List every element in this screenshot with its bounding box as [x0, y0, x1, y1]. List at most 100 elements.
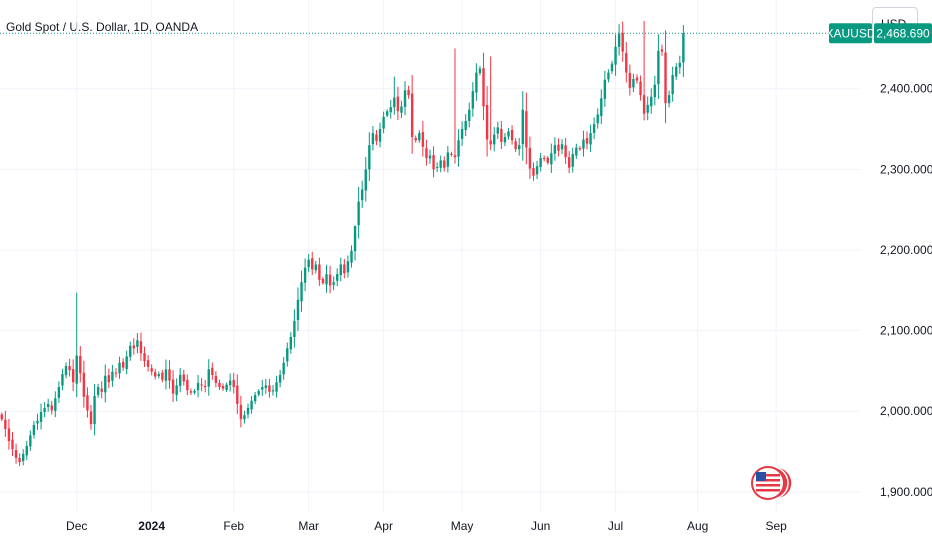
- candle-body: [218, 382, 221, 388]
- candle: [671, 66, 674, 102]
- candle: [521, 91, 524, 161]
- candle: [221, 383, 225, 392]
- candle: [39, 403, 43, 430]
- candle-body: [382, 116, 385, 129]
- candle-body: [532, 168, 535, 176]
- candle: [339, 257, 342, 282]
- candle-body: [639, 81, 642, 96]
- candle: [646, 96, 649, 121]
- candle-body: [578, 148, 582, 150]
- candle-body: [350, 250, 353, 263]
- candle-body: [328, 274, 332, 286]
- candle-body: [207, 369, 210, 387]
- candle-body: [553, 145, 557, 154]
- candle-body: [346, 261, 350, 273]
- candle-body: [107, 375, 111, 383]
- candle-body: [657, 50, 660, 85]
- candle: [460, 121, 464, 146]
- candle: [539, 153, 542, 172]
- candle-body: [489, 140, 492, 145]
- candle: [71, 359, 75, 391]
- time-axis: Dec 2024 Feb Mar Apr May Jun Jul Aug Sep: [66, 519, 787, 533]
- candle-body: [468, 109, 471, 121]
- candle-body: [253, 395, 257, 402]
- candle: [203, 380, 207, 393]
- candle: [257, 389, 260, 397]
- candle-body: [664, 52, 667, 104]
- candle: [482, 52, 485, 121]
- candle: [307, 254, 310, 273]
- candle-body: [610, 63, 614, 72]
- candle-body: [428, 155, 432, 159]
- candle-body: [82, 372, 86, 397]
- candle: [89, 404, 93, 430]
- candle-body: [585, 138, 589, 144]
- candle: [246, 403, 250, 419]
- candle: [111, 364, 114, 387]
- candle-body: [660, 49, 664, 52]
- symbol-label: XAUUSD: [825, 26, 875, 40]
- candle-body: [196, 382, 200, 391]
- candle: [171, 370, 175, 402]
- candle-body: [403, 90, 407, 107]
- candle-body: [150, 368, 153, 372]
- candle: [371, 126, 375, 151]
- candle: [578, 146, 582, 151]
- candle: [560, 139, 564, 155]
- candle: [357, 186, 360, 239]
- candle-body: [11, 439, 14, 450]
- candle: [589, 124, 592, 153]
- candle: [125, 350, 128, 375]
- candle: [332, 276, 335, 291]
- candle: [600, 89, 603, 125]
- candle-body: [250, 400, 253, 410]
- candle-body: [425, 148, 428, 159]
- candle-body: [389, 107, 392, 113]
- price-tick-label: 2,100.000: [880, 324, 932, 338]
- candle-body: [21, 453, 25, 462]
- candle-body: [228, 380, 232, 386]
- candle-body: [54, 398, 57, 411]
- candle-body: [168, 369, 171, 381]
- candle: [179, 367, 182, 393]
- candle-body: [485, 104, 489, 140]
- candle: [96, 383, 100, 398]
- candle-body: [500, 128, 503, 142]
- candle-body: [414, 138, 417, 141]
- candle-body: [617, 33, 621, 47]
- candle: [250, 395, 253, 414]
- candle: [196, 374, 200, 398]
- candle: [146, 355, 150, 372]
- candle-body: [646, 104, 649, 113]
- candle: [325, 264, 328, 293]
- candle-body: [560, 144, 564, 150]
- candle-body: [567, 157, 571, 168]
- candle: [493, 126, 496, 152]
- chart-grid: [0, 0, 860, 512]
- candle: [450, 151, 453, 157]
- price-tick-label: 2,200.000: [880, 243, 932, 257]
- candle: [336, 268, 339, 287]
- candle-body: [200, 384, 203, 386]
- candle-body: [118, 362, 121, 374]
- candle-body: [635, 77, 639, 81]
- candle-body: [264, 385, 268, 388]
- candle-body: [239, 404, 243, 420]
- candle: [79, 345, 82, 383]
- candle: [232, 372, 235, 394]
- candle: [535, 160, 539, 180]
- time-tick-label: Dec: [66, 519, 87, 533]
- candle-body: [650, 96, 653, 107]
- candle: [632, 73, 635, 93]
- candle: [93, 383, 96, 436]
- candle: [14, 443, 18, 464]
- candle: [375, 129, 378, 146]
- candle-body: [221, 386, 225, 389]
- candle-body: [111, 371, 114, 381]
- candle-body: [125, 356, 128, 370]
- candle-body: [603, 79, 607, 99]
- candle: [396, 86, 400, 121]
- candle: [129, 341, 132, 361]
- price-tick-label: 2,400.000: [880, 82, 932, 96]
